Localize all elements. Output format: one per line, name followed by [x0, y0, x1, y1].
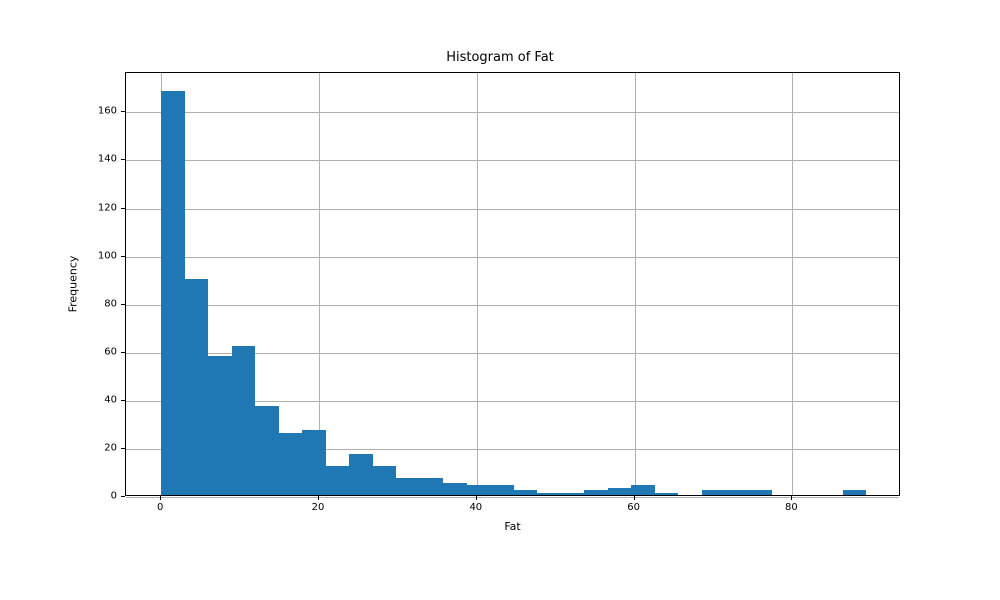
histogram-bar: [279, 433, 303, 495]
ytick-label: 100: [85, 250, 117, 261]
histogram-bar: [396, 478, 420, 495]
histogram-bar: [326, 466, 350, 495]
grid-line-horizontal: [126, 112, 899, 113]
histogram-bar: [185, 279, 209, 495]
ytick-label: 80: [85, 298, 117, 309]
histogram-bar: [490, 485, 514, 495]
ytick-mark: [121, 496, 125, 497]
histogram-bar: [161, 91, 185, 495]
histogram-bar: [349, 454, 373, 495]
ytick-label: 160: [85, 106, 117, 117]
y-axis-label: Frequency: [67, 256, 80, 313]
ytick-mark: [121, 208, 125, 209]
ytick-label: 120: [85, 202, 117, 213]
grid-line-horizontal: [126, 305, 899, 306]
xtick-mark: [634, 496, 635, 500]
histogram-bar: [208, 356, 232, 495]
xtick-mark: [318, 496, 319, 500]
grid-line-horizontal: [126, 497, 899, 498]
grid-line-vertical: [792, 73, 793, 495]
ytick-mark: [121, 304, 125, 305]
plot-area: [125, 72, 900, 496]
histogram-bar: [561, 493, 585, 495]
xtick-label: 80: [785, 502, 798, 513]
grid-line-vertical: [635, 73, 636, 495]
histogram-bar: [631, 485, 655, 495]
grid-line-horizontal: [126, 160, 899, 161]
ytick-label: 40: [85, 394, 117, 405]
histogram-bar: [749, 490, 773, 495]
histogram-figure: Histogram of Fat Fat Frequency 0 20 40 60 80…: [0, 0, 1000, 600]
ytick-mark: [121, 400, 125, 401]
histogram-bar: [420, 478, 444, 495]
x-axis-label: Fat: [504, 520, 520, 533]
xtick-label: 20: [312, 502, 325, 513]
ytick-mark: [121, 352, 125, 353]
xtick-mark: [791, 496, 792, 500]
ytick-label: 60: [85, 346, 117, 357]
histogram-bar: [537, 493, 561, 495]
grid-line-horizontal: [126, 257, 899, 258]
grid-line-horizontal: [126, 209, 899, 210]
ytick-label: 0: [85, 491, 117, 502]
ytick-mark: [121, 111, 125, 112]
xtick-label: 0: [157, 502, 163, 513]
histogram-bar: [843, 490, 867, 495]
ytick-label: 140: [85, 154, 117, 165]
histogram-bar: [702, 490, 726, 495]
histogram-bar: [232, 346, 256, 495]
histogram-bar: [608, 488, 632, 495]
histogram-bar: [725, 490, 749, 495]
histogram-bar: [467, 485, 491, 495]
histogram-bar: [255, 406, 279, 495]
ytick-label: 20: [85, 442, 117, 453]
histogram-bar: [443, 483, 467, 495]
grid-line-vertical: [477, 73, 478, 495]
histogram-bar: [302, 430, 326, 495]
xtick-mark: [476, 496, 477, 500]
histogram-bar: [655, 493, 679, 495]
xtick-label: 40: [469, 502, 482, 513]
histogram-bar: [584, 490, 608, 495]
xtick-mark: [160, 496, 161, 500]
xtick-label: 60: [627, 502, 640, 513]
ytick-mark: [121, 159, 125, 160]
histogram-bar: [514, 490, 538, 495]
ytick-mark: [121, 448, 125, 449]
ytick-mark: [121, 256, 125, 257]
histogram-bar: [373, 466, 397, 495]
chart-title: Histogram of Fat: [0, 50, 1000, 65]
